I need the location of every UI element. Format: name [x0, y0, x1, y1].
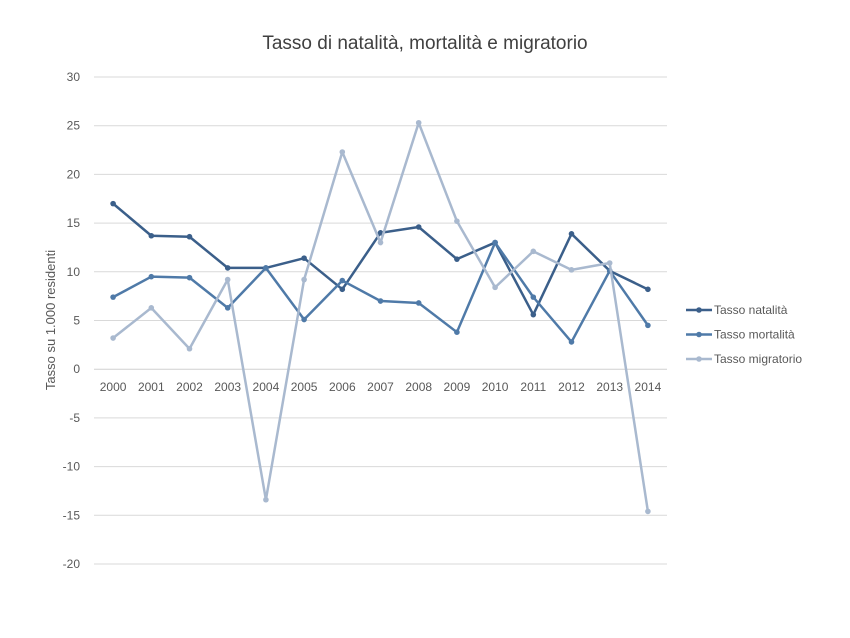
data-point — [530, 311, 537, 318]
x-tick-label: 2008 — [405, 380, 432, 394]
data-point — [301, 255, 307, 261]
data-point — [148, 232, 155, 239]
y-axis-label: Tasso su 1.000 residenti — [43, 250, 58, 390]
x-tick-label: 2005 — [291, 380, 318, 394]
data-point — [645, 322, 651, 329]
y-tick-label: 0 — [73, 362, 80, 376]
data-point — [568, 339, 575, 345]
data-point — [224, 265, 231, 271]
data-point — [377, 239, 384, 246]
data-point — [186, 345, 193, 352]
legend-entry: Tasso migratorio — [714, 352, 802, 366]
data-point — [186, 233, 193, 240]
y-tick-label: 25 — [67, 119, 81, 133]
chart-title: Tasso di natalità, mortalità e migratori… — [262, 33, 587, 54]
legend-marker — [696, 331, 702, 338]
y-tick-label: -5 — [69, 411, 80, 425]
y-tick-label: -20 — [63, 557, 81, 571]
series-line-0 — [112, 202, 649, 316]
series-line-1 — [112, 241, 649, 344]
data-point — [606, 260, 613, 266]
data-point — [530, 248, 537, 255]
y-tick-label: -10 — [63, 460, 81, 474]
y-tick-label: 15 — [67, 216, 81, 230]
x-tick-label: 2010 — [482, 380, 509, 394]
data-point — [492, 284, 498, 291]
x-tick-label: 2013 — [596, 380, 623, 394]
data-point — [568, 267, 575, 273]
y-tick-label: 10 — [67, 265, 81, 279]
data-point — [339, 277, 346, 284]
x-tick-label: 2009 — [444, 380, 471, 394]
x-tick-label: 2007 — [367, 380, 394, 394]
data-point — [148, 273, 155, 280]
y-tick-label: 5 — [73, 314, 80, 328]
data-point — [415, 119, 422, 126]
data-point — [377, 298, 384, 304]
data-point — [454, 218, 460, 224]
y-tick-label: -15 — [63, 508, 81, 522]
data-point — [301, 316, 307, 323]
data-point — [454, 329, 460, 335]
data-point — [301, 276, 307, 283]
x-tick-label: 2000 — [100, 380, 127, 394]
data-point — [339, 149, 346, 155]
data-point — [415, 224, 422, 230]
legend-marker — [696, 356, 702, 362]
x-tick-label: 2012 — [558, 380, 585, 394]
data-point — [415, 300, 422, 306]
y-tick-label: 20 — [67, 167, 81, 181]
data-point — [454, 256, 460, 262]
legend-entry: Tasso mortalità — [714, 328, 795, 342]
data-point — [224, 276, 231, 283]
x-tick-label: 2011 — [520, 380, 546, 394]
data-point — [224, 305, 231, 311]
x-tick-label: 2014 — [635, 380, 662, 394]
x-tick-label: 2006 — [329, 380, 356, 394]
x-tick-label: 2002 — [176, 380, 203, 394]
data-point — [110, 200, 116, 207]
data-point — [263, 265, 269, 271]
y-tick-label: 30 — [67, 70, 81, 84]
legend-marker — [696, 307, 702, 313]
data-point — [645, 508, 651, 515]
data-point — [110, 294, 116, 300]
data-point — [148, 305, 155, 311]
legend-entry: Tasso natalità — [714, 303, 788, 317]
x-tick-label: 2003 — [214, 380, 241, 394]
x-tick-label: 2004 — [253, 380, 280, 394]
data-point — [186, 274, 193, 281]
data-point — [339, 286, 346, 293]
data-point — [645, 286, 651, 293]
data-point — [568, 231, 575, 237]
data-point — [530, 294, 537, 300]
data-point — [263, 496, 269, 503]
x-tick-label: 2001 — [138, 380, 165, 394]
series-line-2 — [112, 121, 650, 512]
data-point — [110, 335, 116, 341]
data-point — [492, 239, 498, 246]
